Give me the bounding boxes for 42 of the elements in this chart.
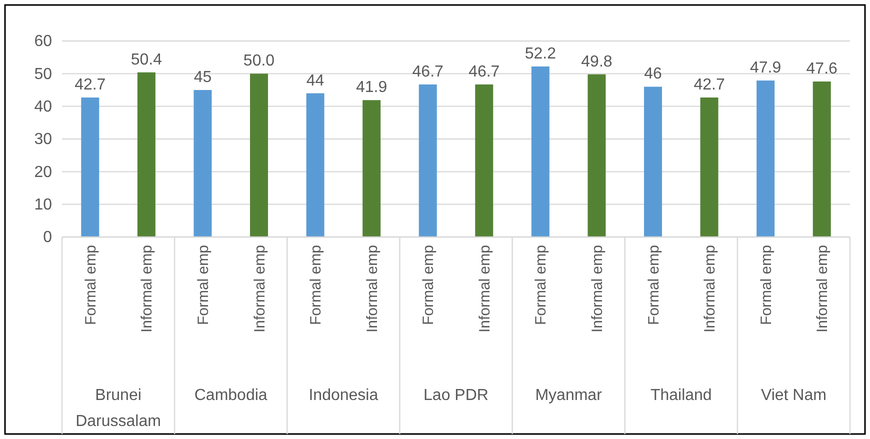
y-tick-label: 20	[34, 164, 52, 181]
text: Lao PDR	[424, 387, 488, 404]
x-tick-label: Informal emp	[251, 245, 268, 333]
x-tick-label: Formal emp	[645, 245, 662, 326]
data-label: 46	[644, 66, 662, 83]
data-label: 46.7	[412, 63, 444, 80]
y-tick-label: 10	[34, 196, 52, 214]
x-tick-label: Informal emp	[588, 245, 606, 333]
data-label: 52.2	[524, 45, 556, 62]
x-tick-label: Informal emp	[814, 245, 832, 333]
data-label: 42.7	[694, 76, 725, 94]
x-tick-label: Informal emp	[476, 245, 494, 333]
data-label: 46.7	[468, 63, 500, 80]
text: Cambodia	[194, 387, 268, 404]
y-tick-label: 60	[34, 33, 52, 50]
data-label: 49.8	[581, 53, 612, 70]
y-tick-label: 30	[34, 131, 52, 148]
data-label: 44	[306, 72, 324, 90]
x-tick-label: Formal emp	[194, 245, 212, 326]
y-tick-label: 50	[34, 66, 52, 83]
data-label: 47.6	[806, 60, 838, 78]
x-tick-label: Formal emp	[532, 245, 550, 326]
text: Thailand	[650, 387, 712, 404]
data-label: 50.0	[243, 52, 275, 70]
text: Brunei Darussalam	[76, 387, 161, 430]
x-tick-label: Informal emp	[364, 245, 381, 333]
x-tick-label: Formal emp	[308, 245, 325, 326]
x-tick-label: Informal emp	[702, 245, 719, 333]
y-tick-label: 40	[34, 98, 52, 116]
data-label: 47.9	[750, 60, 782, 77]
y-tick-label: 0	[43, 229, 52, 246]
data-label: 42.7	[74, 76, 106, 94]
x-tick-label: Informal emp	[138, 245, 156, 333]
x-tick-label: Formal emp	[758, 245, 775, 326]
data-label: 41.9	[356, 79, 388, 96]
x-tick-label: Formal emp	[82, 245, 100, 326]
text: Indonesia	[308, 387, 378, 404]
text: Myanmar	[535, 387, 603, 404]
data-label: 45	[194, 69, 212, 86]
x-tick-label: Formal emp	[420, 245, 438, 326]
data-label: 50.4	[130, 51, 162, 68]
text: Viet Nam	[760, 387, 826, 404]
